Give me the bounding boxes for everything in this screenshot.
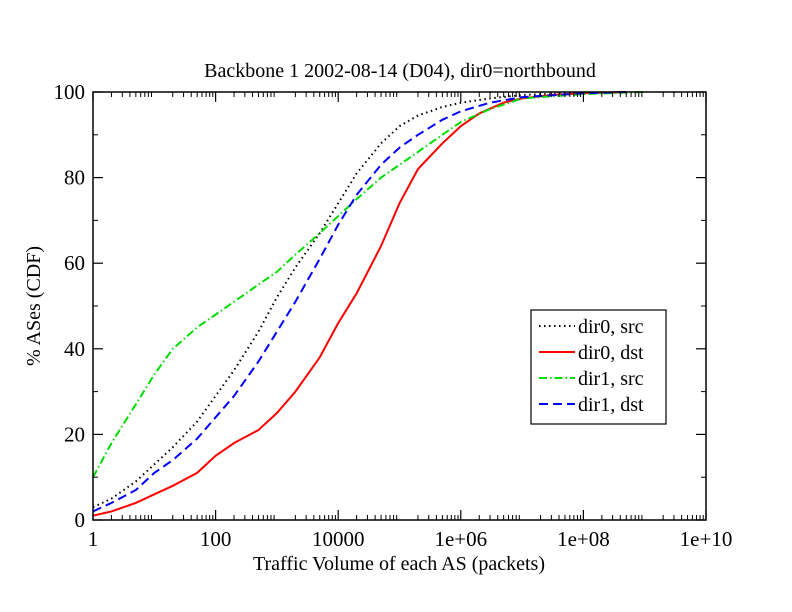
series-line-2 [92, 91, 627, 517]
x-tick-label: 1e+08 [557, 527, 610, 551]
x-tick-label: 1e+10 [680, 527, 733, 551]
legend-label: dir0, src [578, 316, 644, 338]
series-line-4 [92, 91, 627, 513]
series-line-3 [92, 91, 645, 478]
legend-label: dir1, dst [578, 394, 644, 416]
x-axis-label: Traffic Volume of each AS (packets) [253, 553, 545, 575]
series-line-1 [92, 91, 627, 509]
legend: dir0, src dir0, dst dir1, src dir1, dst [530, 309, 667, 425]
y-tick-label: 20 [64, 422, 85, 446]
legend-label: dir0, dst [578, 342, 644, 364]
x-tick-label: 1 [88, 527, 99, 551]
chart-title: Backbone 1 2002-08-14 (D04), dir0=northb… [204, 60, 596, 82]
legend-label: dir1, src [578, 368, 644, 390]
y-tick-label: 80 [64, 166, 85, 190]
y-tick-label: 0 [75, 508, 86, 532]
y-tick-label: 100 [54, 80, 86, 104]
y-tick-label: 60 [64, 251, 85, 275]
x-tick-label: 10000 [312, 527, 365, 551]
axis-ticks: 1 100 10000 1e+06 1e+08 1e+10 0 20 40 60 80 100 [54, 80, 733, 551]
x-tick-label: 1e+06 [434, 527, 487, 551]
x-tick-label: 100 [200, 527, 232, 551]
y-axis-label: % ASes (CDF) [23, 246, 45, 366]
plot-area [92, 91, 645, 517]
plot-frame [92, 91, 707, 521]
y-tick-label: 40 [64, 337, 85, 361]
